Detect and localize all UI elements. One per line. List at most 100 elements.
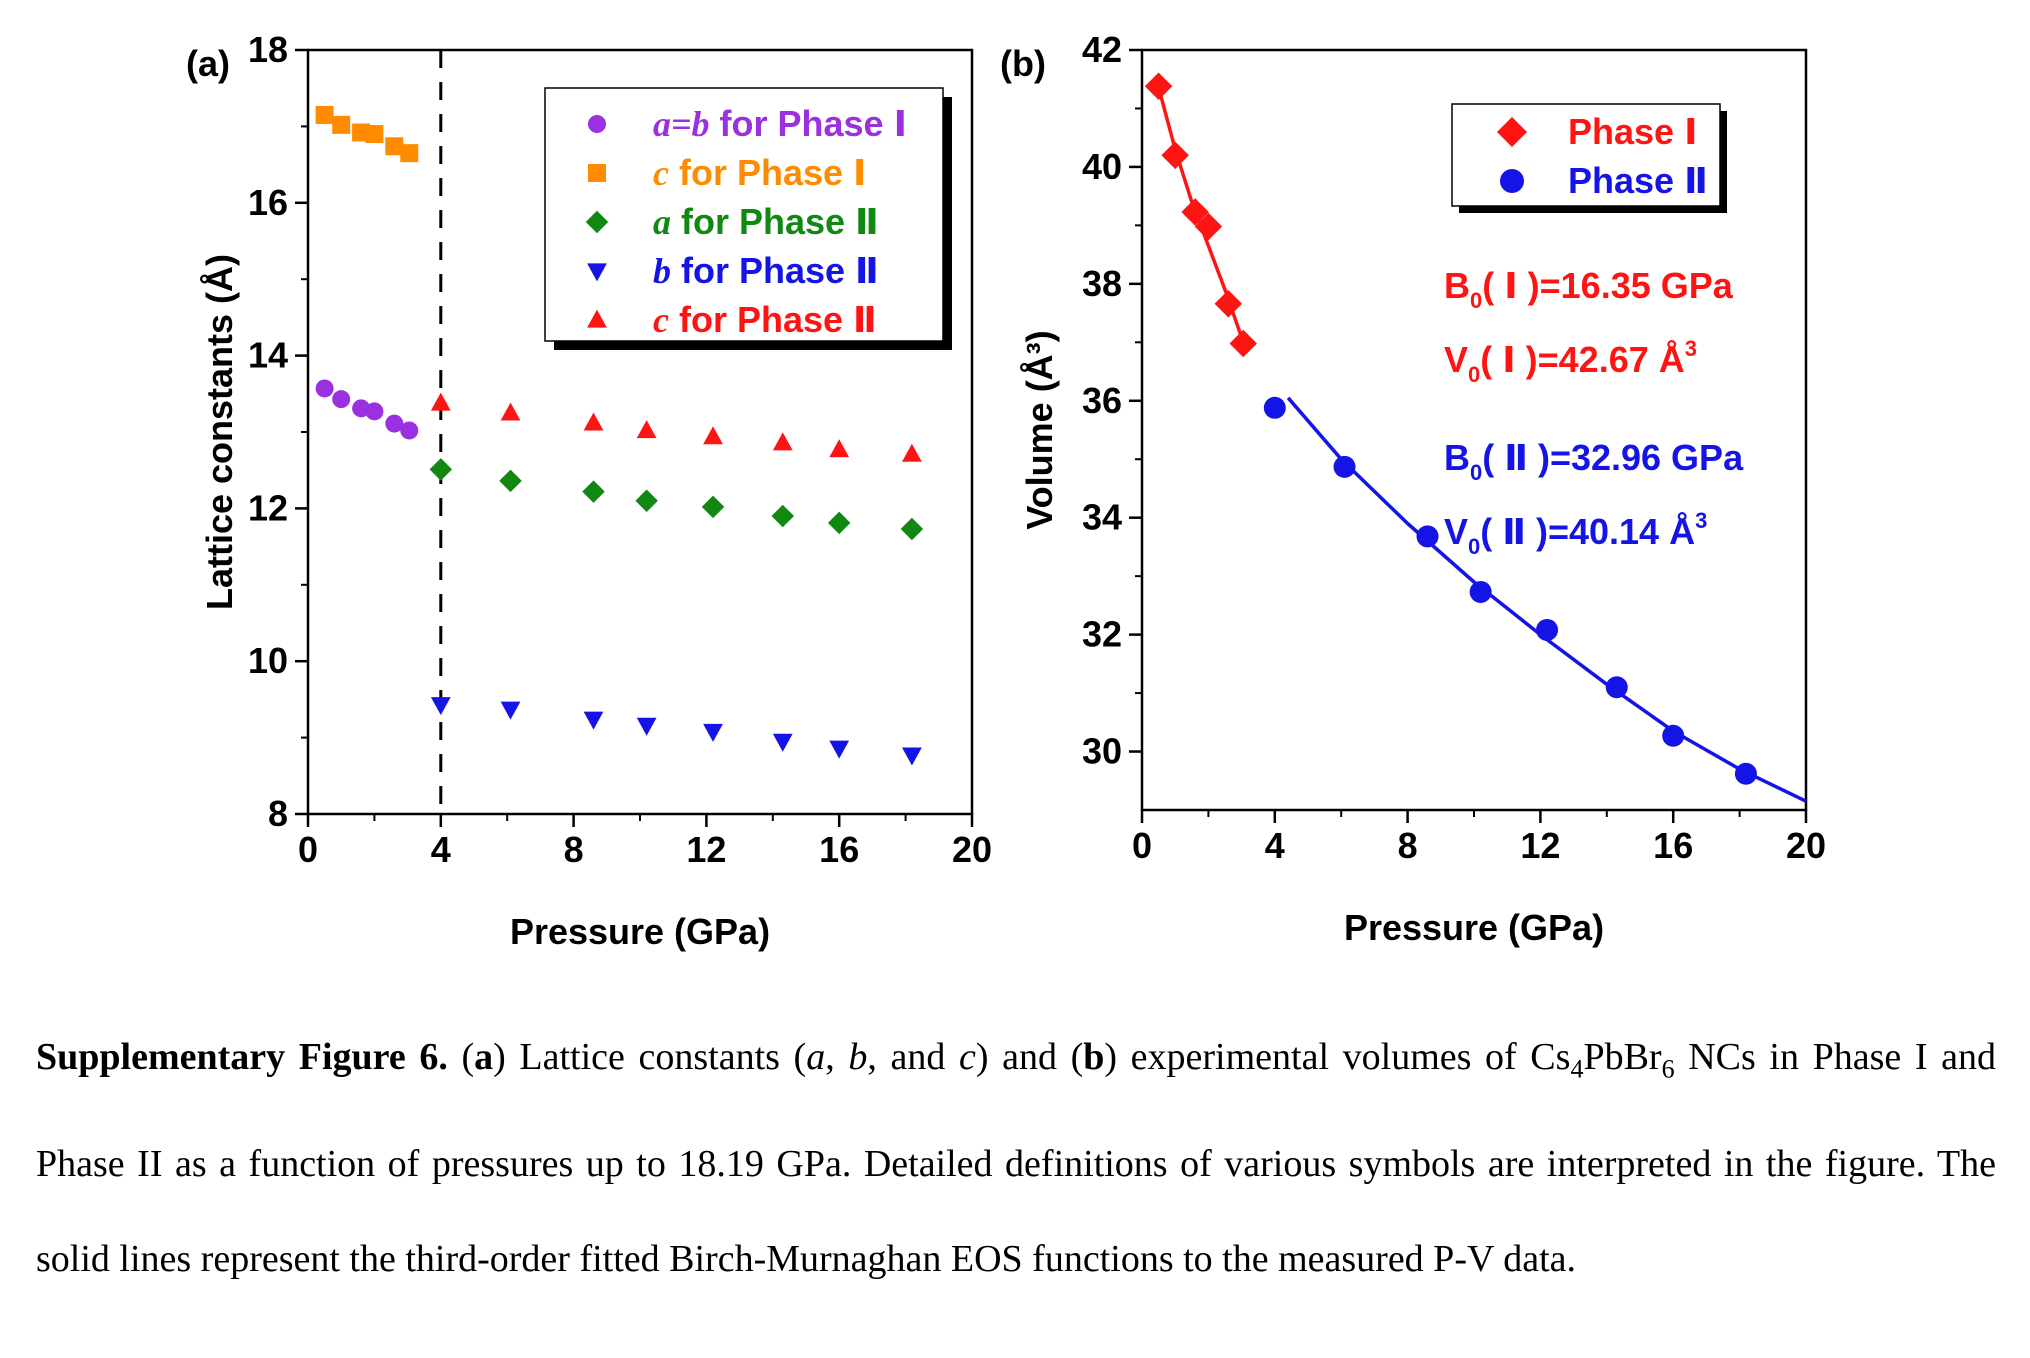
annotation-subscript: 0: [1468, 362, 1480, 387]
y-tick-label: 32: [1082, 614, 1122, 655]
data-point: [499, 469, 522, 493]
data-point: [1229, 329, 1258, 358]
caption-body: (a) Lattice constants (a, b, and c) and …: [36, 1036, 1997, 1280]
annotation-text: ( Ⅱ )=40.14 Å: [1480, 511, 1695, 552]
data-point: [430, 697, 451, 716]
legend-label: Phase Ⅱ: [1568, 160, 1708, 201]
data-point: [1734, 762, 1757, 785]
data-point: [772, 733, 793, 752]
legend-marker: [588, 164, 606, 182]
data-point: [771, 504, 795, 528]
y-axis-label: Volume (Å³): [1019, 330, 1060, 529]
legend-marker: [1500, 169, 1524, 193]
data-point: [772, 432, 793, 451]
data-point: [430, 392, 451, 411]
data-point: [636, 717, 657, 736]
caption-title: Supplementary Figure 6.: [36, 1036, 448, 1078]
x-tick-label: 16: [819, 829, 859, 870]
data-point: [315, 105, 334, 124]
y-tick-label: 34: [1082, 497, 1122, 538]
legend-label-italic: a: [653, 202, 671, 242]
data-point: [703, 426, 723, 445]
x-tick-label: 12: [686, 829, 726, 870]
data-point: [1416, 525, 1439, 548]
figure-caption: Supplementary Figure 6. (a) Lattice cons…: [36, 1010, 1996, 1307]
y-tick-label: 8: [268, 793, 288, 834]
data-point: [1605, 676, 1628, 699]
data-point: [332, 115, 351, 134]
legend-marker: [1497, 117, 1527, 147]
data-point: [1333, 455, 1356, 478]
data-point: [385, 137, 404, 156]
data-point: [583, 412, 604, 431]
x-tick-label: 0: [298, 829, 318, 870]
legend: a=b for Phase Ⅰc for Phase Ⅰa for Phase …: [544, 87, 952, 350]
data-point: [1662, 724, 1685, 747]
x-tick-label: 8: [564, 829, 584, 870]
x-tick-label: 4: [1265, 825, 1285, 866]
data-point: [500, 701, 521, 720]
annotation-3: V0( Ⅱ )=40.14 Å3: [1444, 508, 1707, 559]
x-tick-label: 0: [1132, 825, 1152, 866]
x-tick-label: 16: [1653, 825, 1693, 866]
x-tick-label: 12: [1520, 825, 1560, 866]
annotation-superscript: 3: [1695, 508, 1707, 533]
annotation-2: B0( Ⅱ )=32.96 GPa: [1444, 437, 1744, 485]
data-point: [635, 489, 658, 513]
y-tick-label: 40: [1082, 146, 1122, 187]
legend-label-text: for Phase Ⅱ: [671, 250, 879, 291]
legend: Phase Ⅰ Phase Ⅱ: [1451, 103, 1727, 213]
data-point: [703, 723, 723, 742]
legend-label-italic: c: [653, 300, 669, 340]
data-point: [900, 517, 924, 541]
data-point: [500, 402, 521, 421]
annotation-text: ( Ⅰ )=42.67 Å: [1480, 339, 1685, 380]
data-point: [315, 379, 334, 398]
panel-label: (a): [186, 43, 230, 84]
legend-label: c for Phase Ⅱ: [653, 299, 877, 340]
data-point: [829, 439, 850, 458]
series-1: [315, 105, 419, 163]
data-point: [827, 511, 851, 535]
x-tick-label: 20: [1786, 825, 1826, 866]
y-tick-label: 12: [248, 487, 288, 528]
data-point: [400, 144, 419, 163]
series-1: [1263, 396, 1757, 785]
series-2: [429, 458, 924, 541]
annotation-subscript: 0: [1468, 534, 1480, 559]
legend-label-italic: c: [653, 153, 669, 193]
legend-marker: [588, 115, 606, 133]
legend-label: b for Phase Ⅱ: [653, 250, 879, 291]
data-point: [583, 711, 604, 730]
annotation-base: B: [1444, 265, 1470, 306]
legend-label: a for Phase Ⅱ: [653, 201, 879, 242]
legend-box: [544, 87, 944, 342]
annotation-text: ( Ⅰ )=16.35 GPa: [1482, 265, 1734, 306]
data-point: [582, 480, 605, 503]
x-tick-label: 4: [431, 829, 451, 870]
legend-label-text: for Phase Ⅰ: [669, 152, 866, 193]
x-axis-label: Pressure (GPa): [510, 911, 770, 952]
legend-label-text: for Phase Ⅰ: [710, 103, 907, 144]
data-point: [1214, 289, 1243, 318]
series-0: [1144, 72, 1258, 358]
legend-label: Phase Ⅰ: [1568, 111, 1697, 152]
annotation-text: ( Ⅱ )=32.96 GPa: [1482, 437, 1744, 478]
y-axis-label: Lattice constants (Å): [199, 254, 240, 610]
annotation-1: V0( Ⅰ )=42.67 Å3: [1444, 336, 1697, 387]
annotation-base: V: [1444, 339, 1468, 380]
legend-label-italic: a=b: [653, 104, 710, 144]
panel-a-lattice-constants: 0 4 8 12 16 20 8 10 12 14 16 18 Pressure (GPa) Lattic…: [186, 29, 992, 952]
data-point: [429, 458, 453, 481]
annotation-0: B0( Ⅰ )=16.35 GPa: [1444, 265, 1734, 313]
legend-label-text: for Phase Ⅱ: [669, 299, 877, 340]
annotation-subscript: 0: [1470, 288, 1482, 313]
data-point: [701, 495, 725, 519]
data-point: [1194, 212, 1223, 241]
legend-marker: [585, 210, 609, 234]
data-point: [902, 747, 922, 766]
data-point: [1469, 580, 1492, 603]
legend-label: c for Phase Ⅰ: [653, 152, 866, 193]
x-tick-label: 20: [952, 829, 992, 870]
legend-marker: [587, 309, 607, 328]
